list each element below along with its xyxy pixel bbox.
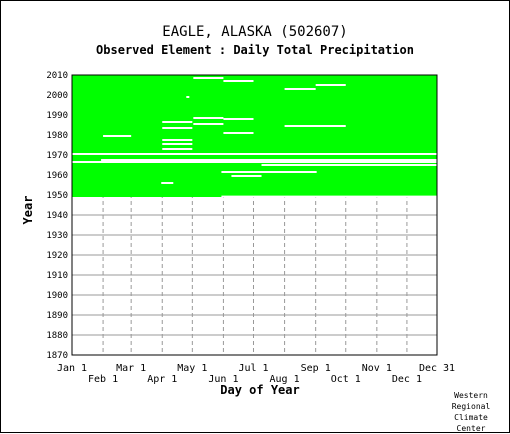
credit-line: Western <box>454 391 488 400</box>
x-tick-label: Sep 1 <box>301 363 331 374</box>
y-tick-label: 2010 <box>46 71 68 81</box>
missing-gap <box>103 135 132 137</box>
y-tick-label: 1880 <box>46 331 68 341</box>
credit-line: Climate <box>454 413 488 422</box>
missing-gap <box>162 148 193 150</box>
missing-gap <box>223 80 254 82</box>
y-tick-label: 1870 <box>46 351 68 361</box>
y-tick-label: 1920 <box>46 251 68 261</box>
missing-gap <box>162 139 193 141</box>
missing-gap <box>193 117 224 119</box>
missing-gap <box>193 77 224 79</box>
missing-gap <box>72 153 437 155</box>
x-tick-label: Jan 1 <box>57 363 87 374</box>
y-tick-label: 1910 <box>46 271 68 281</box>
x-tick-label: Dec 31 <box>419 363 455 374</box>
y-tick-label: 1960 <box>46 171 68 181</box>
credit-line: Regional <box>451 402 491 411</box>
x-tick-label: Feb 1 <box>88 374 118 385</box>
x-tick-label: May 1 <box>177 363 207 374</box>
x-axis-label: Day of Year <box>220 383 300 397</box>
missing-gap <box>162 121 193 123</box>
y-tick-label: 1970 <box>46 151 68 161</box>
y-axis-label: Year <box>21 195 35 225</box>
y-tick-label: 1990 <box>46 111 68 121</box>
missing-gap <box>261 164 437 166</box>
y-tick-label: 1980 <box>46 131 68 141</box>
missing-gap <box>223 118 254 120</box>
chart-subtitle: Observed Element : Daily Total Precipita… <box>96 43 414 57</box>
x-tick-label: Jul 1 <box>238 363 268 374</box>
x-tick-label: Aug 1 <box>270 374 300 385</box>
missing-gap <box>315 84 346 86</box>
x-tick-label: Mar 1 <box>116 363 146 374</box>
y-tick-label: 1900 <box>46 291 68 301</box>
missing-gap <box>284 88 316 90</box>
y-tick-label: 1930 <box>46 231 68 241</box>
missing-gap <box>186 96 190 98</box>
y-tick-label: 1950 <box>46 191 68 201</box>
y-tick-label: 2000 <box>46 91 68 101</box>
missing-gap <box>101 159 437 161</box>
missing-gap <box>72 161 437 163</box>
credit-line: Center <box>456 424 486 433</box>
plot-border <box>71 74 438 356</box>
chart-title: EAGLE, ALASKA (502607) <box>162 24 348 40</box>
x-tick-label: Jun 1 <box>208 374 238 385</box>
y-tick-label: 1940 <box>46 211 68 221</box>
x-tick-label: Oct 1 <box>331 374 361 385</box>
missing-gap <box>162 143 193 145</box>
missing-gap <box>161 182 174 184</box>
x-tick-label: Nov 1 <box>362 363 392 374</box>
missing-gap <box>162 127 193 129</box>
credit-text: Western Regional Climate Center <box>446 390 496 434</box>
missing-gap <box>221 195 437 198</box>
missing-gap <box>193 123 224 125</box>
y-tick-label: 1890 <box>46 311 68 321</box>
missing-gap <box>221 171 317 173</box>
missing-gap <box>231 175 262 177</box>
x-tick-label: Apr 1 <box>147 374 177 385</box>
x-tick-label: Dec 1 <box>392 374 422 385</box>
missing-gap <box>223 132 254 134</box>
missing-gap <box>284 125 346 127</box>
